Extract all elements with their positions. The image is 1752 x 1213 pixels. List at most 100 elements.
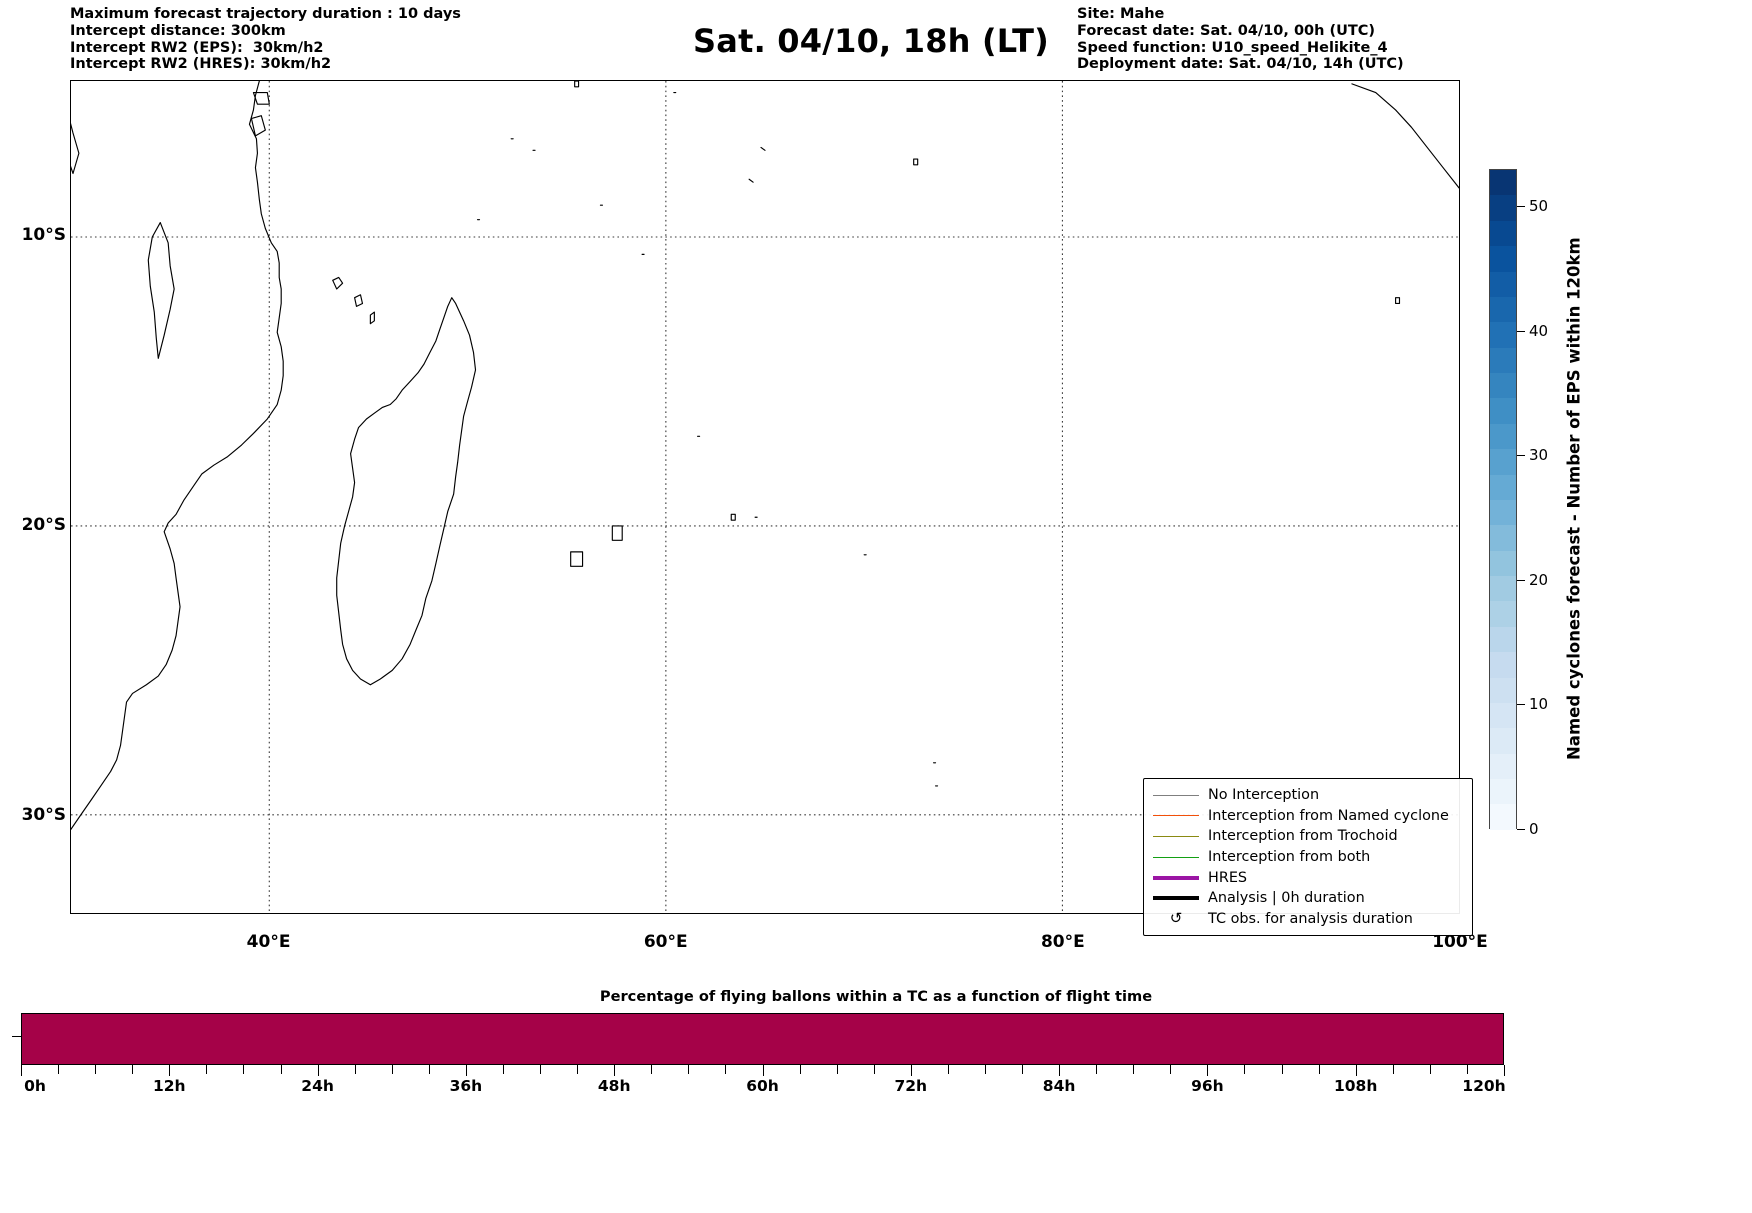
time-axis-tick <box>799 1065 801 1074</box>
time-axis-label-36h: 36h <box>449 1077 483 1095</box>
colorbar-segment <box>1490 499 1516 526</box>
time-axis-tick <box>58 1065 60 1074</box>
time-axis-tick <box>1355 1065 1357 1076</box>
time-axis-label-84h: 84h <box>1042 1077 1076 1095</box>
time-axis-tick <box>1318 1065 1320 1074</box>
page-title: Sat. 04/10, 18h (LT) <box>0 22 1752 60</box>
time-axis-tick <box>688 1065 690 1074</box>
map-coastlines <box>71 81 1459 831</box>
legend-item[interactable]: Interception from Trochoid <box>1150 826 1464 847</box>
header-left-info: Maximum forecast trajectory duration : 1… <box>70 6 461 73</box>
time-axis-tick <box>614 1065 616 1076</box>
time-axis-label-72h: 72h <box>894 1077 928 1095</box>
time-axis-tick <box>1059 1065 1061 1076</box>
time-axis-tick <box>1429 1065 1431 1074</box>
time-axis-tick <box>1207 1065 1209 1076</box>
percentage-bar-fill <box>22 1014 1503 1064</box>
time-axis-tick <box>428 1065 430 1074</box>
legend-color-line <box>1153 875 1199 880</box>
time-axis-tick <box>95 1065 97 1074</box>
lat-tick-label-20°S: 20°S <box>21 514 66 535</box>
time-axis-tick <box>984 1065 986 1074</box>
time-axis-label-60h: 60h <box>746 1077 779 1095</box>
coastline-path <box>1351 83 1459 189</box>
legend-item[interactable]: No Interception <box>1150 785 1464 806</box>
page-title-text: Sat. 04/10, 18h (LT) <box>693 22 1049 60</box>
legend-color-line <box>1153 896 1199 901</box>
legend-item-label: Interception from both <box>1208 849 1371 866</box>
legend-item[interactable]: Interception from both <box>1150 847 1464 868</box>
colorbar-tick <box>1517 206 1525 208</box>
time-axis-label-120h: 120h <box>1462 1077 1506 1095</box>
time-axis-tick <box>836 1065 838 1074</box>
legend-item[interactable]: ↺ TC obs. for analysis duration <box>1150 909 1464 930</box>
time-axis-tick <box>206 1065 208 1074</box>
header-left-line-1: Maximum forecast trajectory duration : 1… <box>70 6 461 22</box>
legend-item-label: Analysis | 0h duration <box>1208 890 1365 907</box>
colorbar[interactable]: 0 10 20 30 40 50 <box>1489 169 1548 838</box>
coastline-path <box>369 311 375 325</box>
percentage-time-axis: 0h 12h 24h 36h 48h 60h 72h 84h 96h 108h 120h <box>21 1065 1506 1105</box>
colorbar-tick <box>1517 829 1525 830</box>
colorbar-tick-label-30: 30 <box>1529 446 1549 465</box>
lon-tick-label-40°E: 40°E <box>246 932 291 952</box>
colorbar-segment <box>1490 804 1516 830</box>
time-axis-tick <box>947 1065 949 1074</box>
legend-line-swatch <box>1150 856 1202 858</box>
legend-line-swatch <box>1150 794 1202 796</box>
coastline-path <box>574 81 580 88</box>
time-axis-tick <box>577 1065 579 1074</box>
colorbar-segment <box>1490 728 1516 754</box>
header-right-line-2: Forecast date: Sat. 04/10, 00h (UTC) <box>1077 22 1376 39</box>
colorbar-tick <box>1517 579 1525 581</box>
colorbar-title: Named cyclones forecast - Number of EPS … <box>1564 237 1584 761</box>
colorbar-segment <box>1490 347 1516 373</box>
time-axis-tick <box>873 1065 875 1074</box>
colorbar-segment <box>1490 677 1516 703</box>
coastline-path <box>71 81 284 831</box>
tc-obs-marker-icon: ↺ <box>1150 911 1202 926</box>
time-axis-tick <box>1096 1065 1098 1074</box>
time-axis-tick <box>132 1065 134 1074</box>
map-legend[interactable]: No Interception Interception from Named c… <box>1143 778 1473 937</box>
time-axis-tick <box>21 1065 22 1076</box>
colorbar-segment <box>1490 779 1516 805</box>
colorbar-segment <box>1490 398 1516 424</box>
lon-tick-label-60°E: 60°E <box>643 932 688 952</box>
coastline-path <box>354 294 364 307</box>
header-left-line-3: Intercept RW2 (EPS): 30km/h2 <box>70 39 324 56</box>
coastline-path <box>147 221 175 359</box>
forecast-map[interactable] <box>70 80 1460 914</box>
legend-item[interactable]: HRES <box>1150 867 1464 888</box>
colorbar-segment <box>1490 626 1516 653</box>
time-axis-tick <box>317 1065 319 1076</box>
time-axis-tick <box>243 1065 245 1074</box>
time-axis-tick <box>1133 1065 1135 1074</box>
legend-color-line <box>1153 815 1199 817</box>
time-axis-tick <box>354 1065 356 1074</box>
colorbar-segment <box>1490 474 1516 500</box>
colorbar-segment <box>1490 296 1516 323</box>
colorbar-segment <box>1490 449 1516 475</box>
legend-item[interactable]: Interception from Named cyclone <box>1150 806 1464 827</box>
time-axis-label-12h: 12h <box>152 1077 186 1095</box>
time-axis-label-48h: 48h <box>597 1077 631 1095</box>
time-axis-tick <box>910 1065 912 1076</box>
colorbar-segment <box>1490 550 1516 576</box>
time-axis-tick <box>762 1065 764 1076</box>
percentage-axis-left-tick <box>12 1036 21 1037</box>
legend-color-line <box>1153 856 1199 858</box>
time-axis-tick <box>169 1065 171 1076</box>
time-axis-tick <box>1170 1065 1172 1074</box>
percentage-bar-frame[interactable] <box>21 1013 1504 1065</box>
coastline-path <box>1395 297 1401 305</box>
header-left-line-4: Intercept RW2 (HRES): 30km/h2 <box>70 56 332 73</box>
time-axis-tick <box>1504 1065 1505 1076</box>
legend-item-label: HRES <box>1208 869 1248 886</box>
legend-item[interactable]: Analysis | 0h duration <box>1150 888 1464 909</box>
colorbar-segment <box>1490 423 1516 450</box>
header-right-line-4: Deployment date: Sat. 04/10, 14h (UTC) <box>1077 56 1404 73</box>
header-right-line-1: Site: Mahe <box>1077 6 1165 22</box>
coastline-path <box>570 551 584 567</box>
time-axis-tick <box>1281 1065 1283 1074</box>
